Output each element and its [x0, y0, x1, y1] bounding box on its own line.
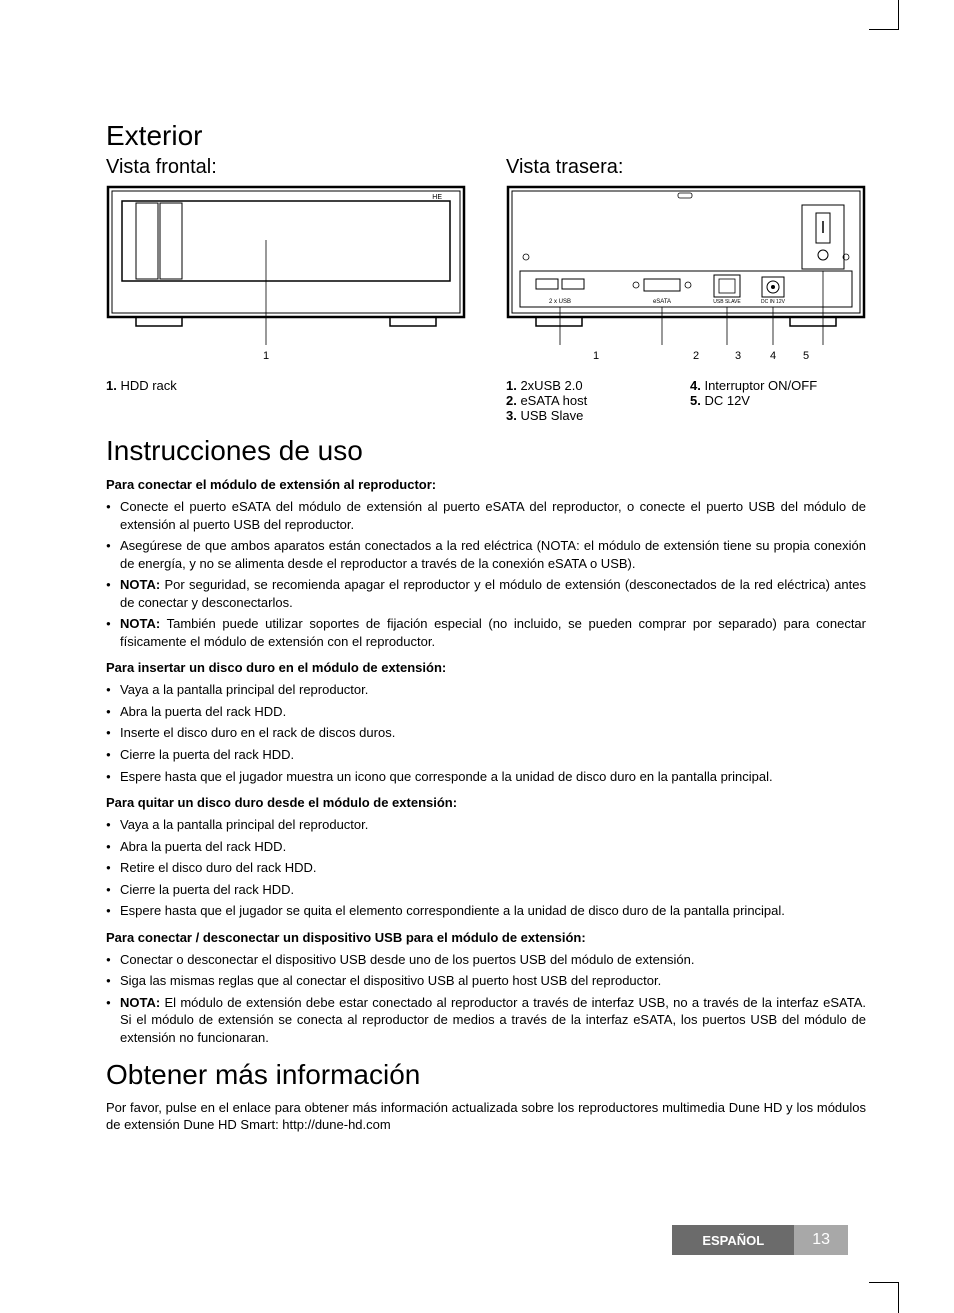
- footer-lang: ESPAÑOL: [672, 1225, 794, 1255]
- ph3: Para quitar un disco duro desde el módul…: [106, 795, 866, 810]
- svg-text:eSATA: eSATA: [653, 299, 671, 305]
- svg-text:4: 4: [770, 350, 776, 362]
- list-item: Abra la puerta del rack HDD.: [106, 838, 866, 856]
- list-item: NOTA: El módulo de extensión debe estar …: [106, 994, 866, 1047]
- rear-legend: 1. 2xUSB 2.0 2. eSATA host 3. USB Slave …: [506, 378, 866, 423]
- rear-l3: USB Slave: [517, 408, 583, 423]
- list-text: Por seguridad, se recomienda apagar el r…: [120, 577, 866, 610]
- list-item: Siga las mismas reglas que al conectar e…: [106, 972, 866, 990]
- list-item: Conecte el puerto eSATA del módulo de ex…: [106, 498, 866, 533]
- list-text: También puede utilizar soportes de fijac…: [120, 616, 866, 649]
- rear-l2n: 2.: [506, 393, 517, 408]
- callout-1: 1: [263, 350, 269, 362]
- svg-text:3: 3: [735, 350, 741, 362]
- section-instructions: Instrucciones de uso: [106, 435, 866, 467]
- list-item: Vaya a la pantalla principal del reprodu…: [106, 681, 866, 699]
- more-body: Por favor, pulse en el enlace para obten…: [106, 1099, 866, 1134]
- section-more: Obtener más información: [106, 1059, 866, 1091]
- rear-heading: Vista trasera:: [506, 156, 866, 179]
- page-title: Exterior: [106, 120, 866, 152]
- list-text: El módulo de extensión debe estar conect…: [120, 995, 866, 1045]
- rear-l5: DC 12V: [701, 393, 750, 408]
- list-item: NOTA: Por seguridad, se recomienda apaga…: [106, 576, 866, 611]
- nota: NOTA:: [120, 616, 160, 631]
- list-item: Cierre la puerta del rack HDD.: [106, 881, 866, 899]
- he-label: HE: [432, 194, 442, 201]
- list-item: Abra la puerta del rack HDD.: [106, 703, 866, 721]
- crop-mark: [898, 0, 918, 30]
- page-footer: ESPAÑOL 13: [672, 1225, 848, 1255]
- rear-l2: eSATA host: [517, 393, 587, 408]
- list-3: Vaya a la pantalla principal del reprodu…: [106, 816, 866, 920]
- list-item: Espere hasta que el jugador muestra un i…: [106, 768, 866, 786]
- rear-diagram: 2 x USB eSATA USB SLAVE DC IN 12V: [506, 185, 866, 365]
- list-item: Espere hasta que el jugador se quita el …: [106, 902, 866, 920]
- svg-text:5: 5: [803, 350, 809, 362]
- rear-l5n: 5.: [690, 393, 701, 408]
- crop-mark: [898, 1283, 918, 1313]
- ph2: Para insertar un disco duro en el módulo…: [106, 660, 866, 675]
- list-4: Conectar o desconectar el dispositivo US…: [106, 951, 866, 1047]
- list-item: NOTA: También puede utilizar soportes de…: [106, 615, 866, 650]
- front-diagram: HE 1: [106, 185, 466, 365]
- ph4: Para conectar / desconectar un dispositi…: [106, 930, 866, 945]
- svg-text:2: 2: [693, 350, 699, 362]
- front-legend-num: 1.: [106, 378, 117, 393]
- front-legend-txt: HDD rack: [117, 378, 177, 393]
- rear-l3n: 3.: [506, 408, 517, 423]
- list-item: Asegúrese de que ambos aparatos están co…: [106, 537, 866, 572]
- front-heading: Vista frontal:: [106, 156, 466, 179]
- list-item: Conectar o desconectar el dispositivo US…: [106, 951, 866, 969]
- front-legend: 1. HDD rack: [106, 378, 466, 393]
- svg-text:USB SLAVE: USB SLAVE: [713, 299, 741, 305]
- list-2: Vaya a la pantalla principal del reprodu…: [106, 681, 866, 785]
- rear-l1n: 1.: [506, 378, 517, 393]
- svg-text:DC IN 12V: DC IN 12V: [761, 299, 786, 305]
- list-item: Cierre la puerta del rack HDD.: [106, 746, 866, 764]
- svg-text:1: 1: [593, 350, 599, 362]
- footer-page-number: 13: [794, 1225, 848, 1255]
- svg-text:2 x USB: 2 x USB: [549, 299, 571, 305]
- list-1: Conecte el puerto eSATA del módulo de ex…: [106, 498, 866, 650]
- list-item: Vaya a la pantalla principal del reprodu…: [106, 816, 866, 834]
- rear-l1: 2xUSB 2.0: [517, 378, 583, 393]
- rear-l4: Interruptor ON/OFF: [701, 378, 817, 393]
- ph1: Para conectar el módulo de extensión al …: [106, 477, 866, 492]
- nota: NOTA:: [120, 995, 160, 1010]
- nota: NOTA:: [120, 577, 160, 592]
- rear-l4n: 4.: [690, 378, 701, 393]
- list-item: Retire el disco duro del rack HDD.: [106, 859, 866, 877]
- list-item: Inserte el disco duro en el rack de disc…: [106, 724, 866, 742]
